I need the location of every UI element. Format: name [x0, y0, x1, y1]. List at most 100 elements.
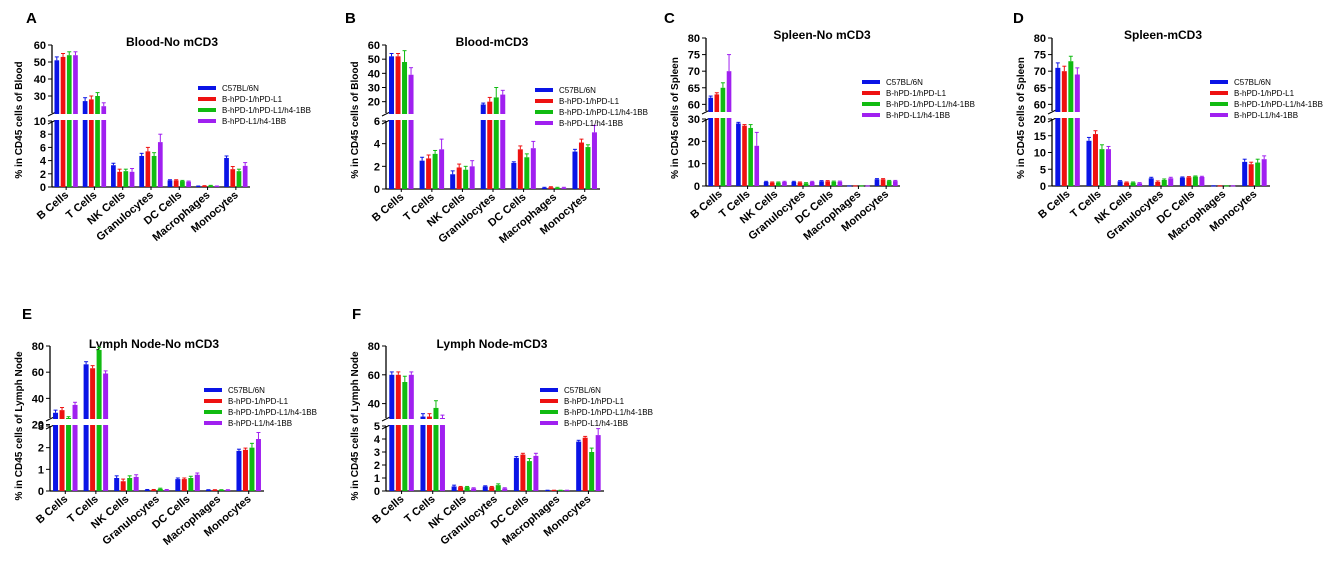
bar-E-4-1 [181, 479, 187, 491]
bar-D-4-2 [1192, 176, 1198, 186]
bar-C-3-1 [797, 182, 803, 186]
bar-B-4-3 [530, 148, 536, 189]
bar-C-3-2 [803, 183, 809, 186]
bar-E-1-0 [83, 364, 89, 491]
bar-A-3-3 [157, 142, 163, 187]
bar-F-3-0 [482, 486, 488, 491]
bar-A-2-0 [111, 165, 116, 187]
bar-break-gap [394, 419, 402, 425]
y-tick-label: 2 [374, 161, 380, 173]
panel-letter: D [1013, 10, 1024, 27]
bar-C-2-1 [769, 182, 775, 186]
bar-C-3-0 [791, 181, 797, 186]
axis-break-mark [381, 111, 391, 117]
bar-break-gap [1060, 112, 1068, 118]
legend-label: B-hPD-1/hPD-L1/h4-1BB [1234, 100, 1323, 109]
bar-break-gap [401, 114, 409, 120]
bar-E-5-0 [205, 489, 211, 491]
bar-B-5-0 [541, 187, 547, 189]
y-tick-label: 30 [34, 91, 46, 103]
panel-letter: E [22, 306, 32, 323]
bar-F-3-1 [489, 487, 495, 491]
bar-break-gap [479, 114, 487, 120]
legend-label: B-hPD-1/hPD-L1/h4-1BB [886, 100, 975, 109]
bar-D-1-0 [1086, 140, 1092, 186]
legend-label: B-hPD-1/hPD-L1 [886, 89, 947, 98]
y-tick-label: 2 [374, 460, 380, 472]
bar-D-6-3 [1261, 159, 1267, 186]
y-tick-label: 8 [40, 129, 46, 141]
bar-A-2-3 [129, 171, 135, 187]
bar-break-gap [65, 419, 73, 425]
bar-A-3-1 [145, 151, 151, 187]
bar-F-1-2 [433, 407, 439, 491]
y-tick-label: 40 [32, 393, 44, 405]
bar-D-1-2 [1099, 149, 1105, 186]
legend-label: B-hPD-1/hPD-L1/h4-1BB [564, 408, 653, 417]
bar-F-6-2 [589, 452, 595, 491]
bar-break-gap [419, 419, 427, 425]
bar-D-1-3 [1105, 149, 1111, 186]
y-tick-label: 60 [34, 40, 46, 52]
bar-E-3-3 [164, 489, 170, 491]
y-tick-label: 6 [40, 142, 46, 154]
bar-B-1-0 [419, 160, 425, 189]
bar-B-5-3 [561, 187, 567, 189]
bar-E-6-2 [249, 447, 255, 491]
bar-F-6-1 [582, 437, 588, 491]
bar-B-6-1 [578, 142, 584, 189]
y-tick-label: 40 [34, 74, 46, 86]
y-tick-label: 60 [1034, 99, 1046, 111]
bar-break-gap [81, 114, 89, 120]
bar-B-4-2 [524, 157, 530, 189]
bar-A-4-0 [167, 180, 173, 187]
legend-label: B-hPD-L1/h4-1BB [1234, 111, 1298, 120]
bar-B-3-1 [487, 101, 493, 189]
bar-B-6-0 [572, 151, 578, 189]
legend-label: B-hPD-L1/h4-1BB [564, 419, 628, 428]
bar-break-gap [499, 114, 507, 120]
bar-break-gap [407, 114, 415, 120]
bar-D-2-3 [1137, 183, 1143, 186]
bar-break-gap [95, 419, 103, 425]
bar-break-gap [94, 114, 101, 120]
bar-D-2-2 [1130, 182, 1136, 186]
x-tick-label: B Cells [34, 493, 70, 526]
legend-swatch [204, 388, 222, 392]
bar-break-gap [713, 112, 721, 118]
bar-A-0-2 [66, 55, 72, 188]
legend-swatch [204, 399, 222, 403]
bar-E-2-0 [114, 478, 120, 491]
y-tick-label: 40 [368, 68, 380, 80]
bar-A-5-0 [195, 186, 201, 187]
bar-A-6-2 [236, 171, 242, 187]
bar-C-1-2 [748, 127, 753, 186]
y-tick-label: 65 [688, 83, 700, 95]
bar-B-0-3 [408, 74, 414, 189]
bar-B-2-2 [463, 169, 469, 189]
chart-title: Spleen-No mCD3 [773, 28, 871, 42]
bar-C-0-3 [726, 71, 732, 186]
y-axis-label: % in CD45 cells of Spleen [1016, 57, 1027, 179]
bar-E-0-2 [66, 418, 72, 491]
bar-A-4-2 [180, 181, 185, 187]
y-tick-label: 4 [374, 434, 381, 446]
bar-E-2-3 [133, 476, 139, 491]
y-tick-label: 0 [1040, 181, 1046, 193]
bar-D-2-0 [1117, 181, 1123, 186]
bar-C-1-0 [736, 123, 741, 186]
legend-label: C57BL/6N [1234, 78, 1271, 87]
bar-A-1-1 [88, 99, 94, 187]
bar-C-2-3 [782, 181, 787, 186]
panel-letter: F [352, 306, 361, 323]
legend-label: B-hPD-1/hPD-L1/h4-1BB [228, 408, 317, 417]
legend-swatch [204, 421, 222, 425]
legend-label: B-hPD-1/hPD-L1/h4-1BB [222, 106, 311, 115]
legend-label: B-hPD-L1/h4-1BB [228, 419, 292, 428]
bar-F-4-3 [533, 455, 539, 491]
bar-break-gap [388, 419, 396, 425]
y-tick-label: 30 [688, 114, 700, 126]
bar-F-3-2 [495, 485, 501, 491]
axis-break-mark [381, 424, 391, 430]
